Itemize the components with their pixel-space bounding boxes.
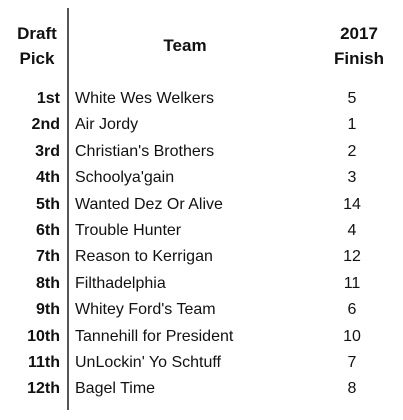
header-finish-line1: 2017 — [340, 24, 378, 43]
finish-cell: 5 — [347, 90, 357, 107]
header-draft-pick: Draft Pick — [8, 21, 66, 71]
team-name-cell: Christian's Brothers — [75, 142, 215, 160]
finish-cell: 11 — [343, 274, 361, 292]
team-name-cell: Tannehill for President — [75, 327, 234, 345]
draft-pick-cell: 8th — [36, 274, 60, 292]
finish-cell: 4 — [347, 221, 357, 239]
column-divider — [67, 8, 69, 410]
finish-cell: 7 — [347, 353, 357, 371]
finish-cell: 3 — [347, 169, 357, 187]
team-name-cell: Wanted Dez Or Alive — [75, 195, 223, 213]
draft-pick-cell: 6th — [36, 221, 60, 239]
finish-cell: 10 — [343, 327, 361, 345]
draft-pick-cell: 2nd — [31, 116, 60, 134]
draft-pick-cell: 11th — [27, 353, 60, 371]
team-name-cell: White Wes Welkers — [75, 90, 214, 107]
header-draft-pick-line2: Pick — [19, 49, 55, 68]
team-name-cell: Bagel Time — [75, 380, 156, 398]
table-row: 3rd Christian's Brothers 2 — [0, 139, 403, 165]
table-row: 8th Filthadelphia 11 — [0, 271, 403, 297]
team-name-cell: Air Jordy — [75, 116, 139, 134]
draft-pick-cell: 1st — [36, 90, 60, 107]
team-name-cell: Filthadelphia — [75, 274, 166, 292]
table-row: 7th Reason to Kerrigan 12 — [0, 244, 403, 270]
team-name-cell: Reason to Kerrigan — [75, 248, 213, 266]
finish-cell: 12 — [343, 248, 361, 266]
draft-pick-cell: 5th — [36, 195, 60, 213]
table-row: 10th Tannehill for President 10 — [0, 324, 403, 350]
table-row: 5th Wanted Dez Or Alive 14 — [0, 192, 403, 218]
draft-pick-cell: 4th — [36, 169, 60, 187]
draft-pick-cell: 9th — [36, 301, 60, 319]
team-name-cell: Whitey Ford's Team — [75, 301, 216, 319]
draft-pick-cell: 10th — [27, 327, 60, 345]
finish-cell: 6 — [347, 301, 357, 319]
table-row: 2nd Air Jordy 1 — [0, 112, 403, 138]
table-row: 9th Whitey Ford's Team 6 — [0, 297, 403, 323]
team-name-cell: Schoolya'gain — [75, 169, 175, 187]
table-row: 6th Trouble Hunter 4 — [0, 218, 403, 244]
header-2017-finish: 2017 Finish — [320, 21, 398, 71]
draft-pick-cell: 3rd — [35, 142, 60, 160]
table-row: 1st White Wes Welkers 5 — [0, 86, 403, 112]
header-team: Team — [163, 36, 207, 55]
header-finish-line2: Finish — [333, 49, 385, 68]
header-draft-pick-line1: Draft — [17, 24, 57, 43]
finish-cell: 8 — [347, 380, 357, 398]
table-body: 1st White Wes Welkers 5 2nd Air Jordy 1 … — [0, 86, 403, 403]
draft-pick-cell: 7th — [36, 248, 60, 266]
finish-cell: 1 — [347, 116, 357, 134]
table-row: 4th Schoolya'gain 3 — [0, 165, 403, 191]
table-row: 11th UnLockin' Yo Schtuff 7 — [0, 350, 403, 376]
team-name-cell: Trouble Hunter — [75, 221, 182, 239]
draft-pick-cell: 12th — [27, 380, 60, 398]
table-row: 12th Bagel Time 8 — [0, 376, 403, 402]
finish-cell: 14 — [343, 195, 361, 213]
team-name-cell: UnLockin' Yo Schtuff — [75, 353, 221, 371]
finish-cell: 2 — [347, 142, 357, 160]
